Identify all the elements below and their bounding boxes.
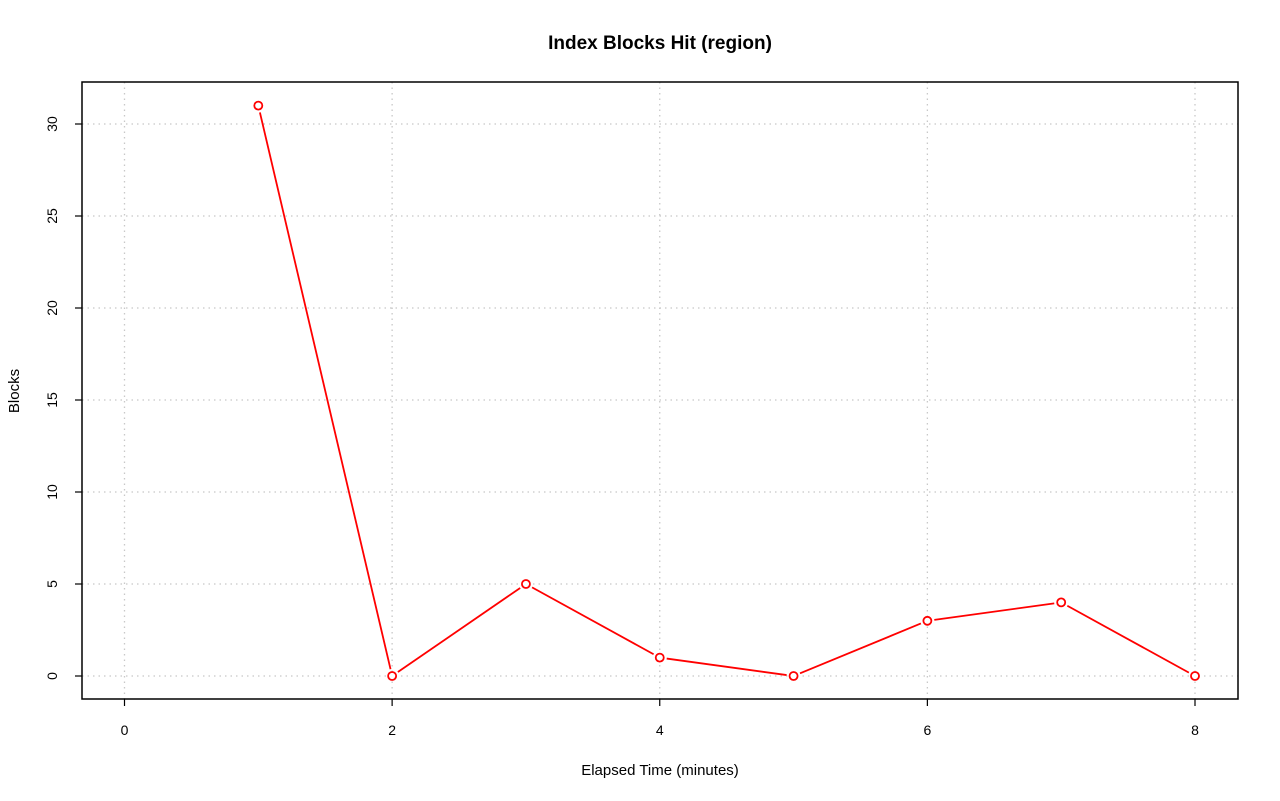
y-tick-label: 5 bbox=[44, 580, 60, 588]
data-point bbox=[521, 579, 531, 589]
y-tick-label: 20 bbox=[44, 300, 60, 316]
series-line-segment bbox=[799, 622, 922, 675]
y-tick-label: 15 bbox=[44, 392, 60, 408]
data-point bbox=[654, 652, 665, 663]
series-layer bbox=[253, 100, 1200, 681]
data-point bbox=[387, 671, 398, 681]
chart-title: Index Blocks Hit (region) bbox=[548, 33, 772, 54]
grid bbox=[82, 82, 1238, 699]
x-tick-label: 2 bbox=[388, 722, 396, 738]
series-line-segment bbox=[397, 587, 521, 673]
x-tick-label: 0 bbox=[121, 722, 129, 738]
x-tick-label: 6 bbox=[923, 722, 931, 738]
y-tick-label: 0 bbox=[44, 672, 60, 680]
series-line-segment bbox=[934, 602, 1055, 621]
y-axis-label: Blocks bbox=[6, 369, 23, 413]
data-point bbox=[788, 671, 799, 681]
y-tick-label: 10 bbox=[44, 484, 60, 500]
data-point bbox=[1190, 671, 1200, 681]
series-line-segment bbox=[666, 657, 787, 676]
y-tick-label: 25 bbox=[44, 208, 60, 224]
x-tick-label: 8 bbox=[1191, 722, 1199, 738]
data-point bbox=[922, 615, 933, 626]
series-line-segment bbox=[1066, 604, 1190, 674]
y-tick-label: 30 bbox=[44, 116, 60, 132]
plot-frame bbox=[81, 81, 1239, 700]
axes: 0 2 4 6 8 0 5 10 15 20 25 30 bbox=[44, 116, 1199, 738]
data-point bbox=[253, 100, 264, 111]
x-axis-label: Elapsed Time (minutes) bbox=[581, 762, 739, 779]
x-tick-label: 4 bbox=[656, 722, 664, 738]
data-point bbox=[1056, 597, 1067, 608]
series-line-segment bbox=[531, 586, 655, 656]
series-line-segment bbox=[259, 112, 392, 670]
